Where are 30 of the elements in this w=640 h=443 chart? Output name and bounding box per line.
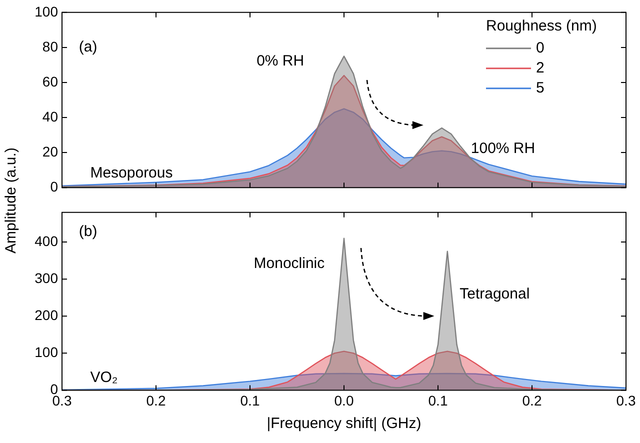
x-tick-label: 0.2 <box>146 392 166 408</box>
y-tick-label: 100 <box>34 344 58 360</box>
y-tick-label: 400 <box>34 232 58 249</box>
x-tick-label: 0.1 <box>240 392 260 408</box>
y-tick-label: 40 <box>42 108 58 124</box>
y-tick-label: 300 <box>34 270 58 286</box>
y-tick-label: 0 <box>50 178 58 194</box>
annotation: VO₂ <box>90 368 118 386</box>
y-tick-label: 20 <box>42 143 58 160</box>
annotation: (b) <box>78 223 98 240</box>
legend-label: 0 <box>536 40 544 57</box>
x-tick-label: 0.0 <box>334 392 354 408</box>
annotation: Tetragonal <box>460 285 530 302</box>
annotation: Monoclinic <box>254 255 326 272</box>
annotation: 0% RH <box>256 52 304 70</box>
y-tick-label: 60 <box>42 73 58 90</box>
x-tick-label: 0.2 <box>522 392 542 408</box>
x-tick-label: 0.1 <box>428 392 448 408</box>
annotation: (a) <box>78 38 98 56</box>
x-tick-label: 0.3 <box>616 392 636 408</box>
y-tick-label: 80 <box>42 38 58 54</box>
x-axis-title: |Frequency shift| (GHz) <box>266 415 422 432</box>
legend-label: 2 <box>536 60 544 77</box>
legend-label: 5 <box>536 80 544 97</box>
y-tick-label: 100 <box>34 3 58 20</box>
y-axis-title: Amplitude (a.u.) <box>2 147 20 253</box>
annotation: 100% RH <box>470 140 536 158</box>
y-tick-label: 200 <box>34 306 58 323</box>
legend-title: Roughness (nm) <box>486 18 597 35</box>
annotation: Mesoporous <box>90 164 173 182</box>
